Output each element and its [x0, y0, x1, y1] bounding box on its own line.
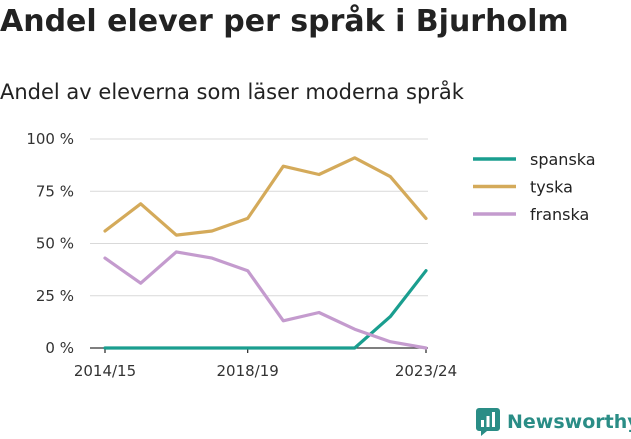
- y-tick-label: 75 %: [36, 182, 74, 200]
- x-axis: 2014/15 2018/19 2023/24: [74, 347, 457, 380]
- chart-subtitle: Andel av eleverna som läser moderna språ…: [0, 80, 464, 104]
- newsworthy-brand-name: Newsworthy: [507, 411, 631, 433]
- legend: spanska tyska franska: [473, 150, 596, 224]
- legend-label-franska: franska: [530, 205, 589, 224]
- y-tick-label: 25 %: [36, 287, 74, 305]
- series-line-spanska: [103, 269, 428, 350]
- x-tick-label: 2018/19: [217, 362, 279, 380]
- y-tick-label: 50 %: [36, 235, 74, 253]
- y-axis-ticks: 0 % 25 % 50 % 75 % 100 %: [26, 130, 74, 357]
- legend-label-spanska: spanska: [530, 150, 596, 169]
- chart-title: Andel elever per språk i Bjurholm: [0, 4, 569, 39]
- legend-label-tyska: tyska: [530, 178, 573, 197]
- series-line-tyska: [103, 156, 428, 237]
- y-tick-label: 0 %: [45, 339, 74, 357]
- y-gridlines: [90, 138, 428, 297]
- series-lines: [103, 156, 428, 350]
- newsworthy-branding: Newsworthy: [476, 408, 631, 436]
- series-line-franska: [103, 250, 428, 350]
- newsworthy-logo-icon: [476, 408, 500, 436]
- x-tick-label: 2023/24: [395, 362, 457, 380]
- x-tick-label: 2014/15: [74, 362, 136, 380]
- y-tick-label: 100 %: [26, 130, 74, 148]
